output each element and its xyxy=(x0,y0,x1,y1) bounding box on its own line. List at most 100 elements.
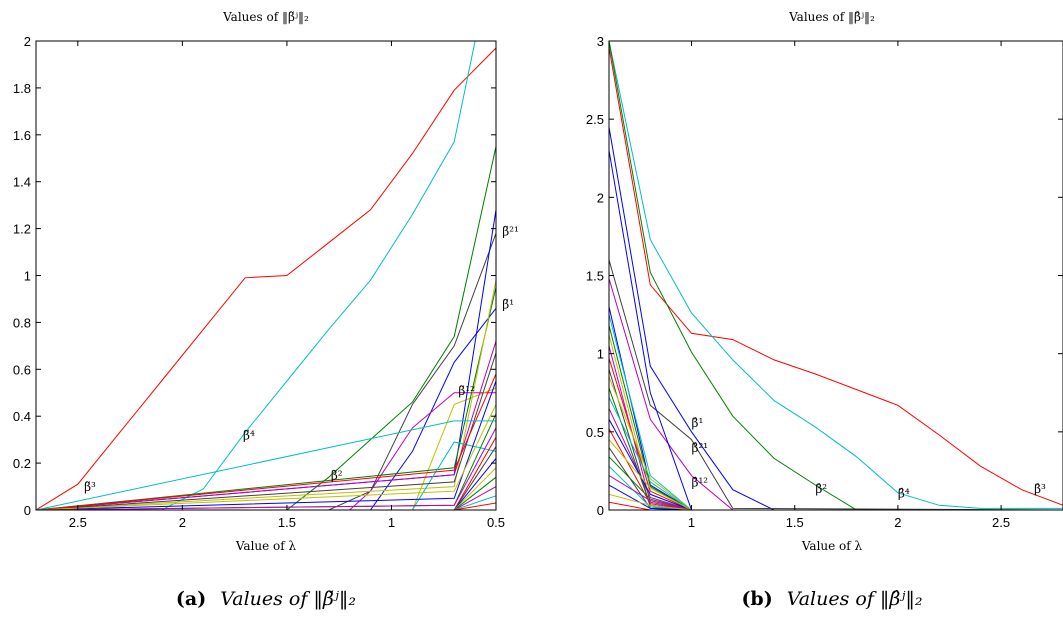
panel-a-y-tick-label: 2 xyxy=(24,34,31,49)
panel-b-series-line-13 xyxy=(609,358,1063,510)
panel-a-y-tick-label: 0.4 xyxy=(13,409,31,424)
panel-a-series-line-4 xyxy=(36,233,496,510)
panel-a-series-line-13 xyxy=(36,352,496,510)
panel-b-series-line-19 xyxy=(609,419,1063,510)
panel-b-x-ticks: 1 1.5 2 2.5 xyxy=(688,41,1010,530)
panel-a-x-tick-label: 0.5 xyxy=(487,515,505,530)
panel-a-series-line-27 xyxy=(36,502,496,510)
panel-b-series-line-14 xyxy=(609,369,1063,510)
panel-a-series-line-9 xyxy=(36,287,496,510)
panel-a-caption-text: Values of ‖β̃ʲ‖₂ xyxy=(220,588,356,610)
panel-a-annotation: β̃³ xyxy=(84,480,96,494)
panel-a-series-line-10 xyxy=(36,280,496,510)
panel-a-series-line-8 xyxy=(36,209,496,510)
panel-b-annotation: β̂² xyxy=(815,482,827,496)
panel-a-x-tick-label: 2.5 xyxy=(69,515,87,530)
panel-b-x-tick-label: 1.5 xyxy=(786,515,804,530)
panel-a-caption-letter: (a) xyxy=(176,588,206,610)
panel-a-y-tick-label: 0.8 xyxy=(13,315,31,330)
panel-b-series-line-28 xyxy=(609,501,1063,510)
panel-b-title: Values of ‖β̂ʲ‖₂ xyxy=(788,10,875,24)
panel-b-caption-letter: (b) xyxy=(741,588,772,610)
panel-b-caption: (b) Values of ‖β̂ʲ‖₂ xyxy=(741,588,922,610)
panel-a-series-line-23 xyxy=(36,467,496,510)
panel-a-series-line-18 xyxy=(36,427,496,510)
panel-a-x-axis-label: Value of λ xyxy=(235,539,297,553)
panel-a-series-line-3 xyxy=(36,146,496,510)
panel-b-series-line-3 xyxy=(609,41,1063,510)
panel-b-series-line-26 xyxy=(609,484,1063,510)
panel-a-series-line-21 xyxy=(36,446,496,510)
panel-b-caption-text: Values of ‖β̂ʲ‖₂ xyxy=(787,588,923,610)
panel-a-title: Values of ‖β̃ʲ‖₂ xyxy=(222,10,309,24)
panel-b-axes-frame xyxy=(608,40,1063,511)
panel-b-series-line-2 xyxy=(609,41,1063,509)
panel-a-series-line-2 xyxy=(36,41,476,510)
panel-b-annotation: β̂¹ xyxy=(692,416,704,430)
panel-b-y-tick-label: 2 xyxy=(597,190,604,205)
panel-a-y-tick-label: 1.8 xyxy=(13,81,31,96)
panel-b: Values of ‖β̂ʲ‖₂ 1 1.5 2 2.5 00.511.522.53 … xyxy=(586,10,1063,610)
panel-a-series-line-24 xyxy=(36,476,496,510)
panel-a-annotation: β̃¹² xyxy=(458,384,475,398)
panel-a-series xyxy=(36,41,496,510)
panel-b-series-line-17 xyxy=(609,397,1063,510)
panel-b-annotation: β̂¹² xyxy=(692,476,709,490)
panel-b-series-line-24 xyxy=(609,465,1063,510)
panel-a-y-ticks: 0 0.2 0.4 0.6 0.8 1 1.2 1.4 1.6 1.8 2 xyxy=(13,34,496,518)
panel-a-annotation: β̃¹ xyxy=(502,297,514,311)
panel-a-x-tick-label: 1.5 xyxy=(278,515,296,530)
panel-a-y-tick-label: 1 xyxy=(24,269,31,284)
panel-b-series-line-23 xyxy=(609,456,1063,510)
panel-a-annotations: β̃³ β̃⁴ β̃² β̃¹² β̃²¹ β̃¹ xyxy=(84,225,519,495)
panel-a-series-line-14 xyxy=(36,373,496,510)
panel-a-series-line-26 xyxy=(36,495,496,510)
panel-a-y-tick-label: 0 xyxy=(24,503,31,518)
panel-b-y-tick-label: 1.5 xyxy=(586,269,604,284)
panel-b-series-line-18 xyxy=(609,408,1063,510)
panel-b-x-tick-label: 2.5 xyxy=(992,515,1010,530)
panel-a-series-line-22 xyxy=(36,458,496,510)
panel-b-series-line-11 xyxy=(609,334,1063,510)
panel-b-series-line-21 xyxy=(609,439,1063,510)
panel-a-annotation: β̃⁴ xyxy=(243,429,255,443)
panel-b-annotation: β̂²¹ xyxy=(692,441,709,455)
panel-b-series-line-5 xyxy=(609,259,1063,510)
panel-a-x-tick-label: 2 xyxy=(179,515,186,530)
panel-a-series-line-16 xyxy=(36,404,496,510)
panel-b-annotation: β̂³ xyxy=(1034,482,1046,496)
panel-b-series-line-16 xyxy=(609,387,1063,510)
panel-a-x-tick-label: 1 xyxy=(388,515,395,530)
panel-a-annotation: β̃² xyxy=(331,469,343,483)
panel-a-annotation: β̃²¹ xyxy=(502,225,519,239)
panel-b-series-line-25 xyxy=(609,475,1063,510)
panel-b-x-tick-label: 2 xyxy=(894,515,901,530)
panel-b-series-line-27 xyxy=(609,493,1063,510)
panel-a-series-line-15 xyxy=(36,380,496,510)
panel-b-y-tick-label: 2.5 xyxy=(586,112,604,127)
panel-a-series-line-1 xyxy=(36,47,496,510)
panel-a-y-tick-label: 1.6 xyxy=(13,128,31,143)
panel-a-y-tick-label: 0.6 xyxy=(13,362,31,377)
panel-b-series-line-15 xyxy=(609,376,1063,510)
panel-a-y-tick-label: 1.4 xyxy=(13,175,31,190)
panel-b-y-tick-label: 1 xyxy=(597,347,604,362)
panel-b-series-line-20 xyxy=(609,428,1063,510)
panel-a-series-line-25 xyxy=(36,486,496,510)
panel-b-x-tick-label: 1 xyxy=(688,515,695,530)
panel-a-series-line-5 xyxy=(36,307,496,510)
panel-b-series-line-9 xyxy=(609,314,1063,510)
panel-b-series-line-7 xyxy=(609,150,1063,510)
panel-b-series-line-4 xyxy=(609,126,1063,510)
panel-b-y-tick-label: 3 xyxy=(597,34,604,49)
panel-b-series-line-6 xyxy=(609,278,1063,510)
panel-b-annotations: β̂¹ β̂²¹ β̂¹² β̂² β̂⁴ β̂³ xyxy=(692,416,1047,500)
panel-b-series-line-1 xyxy=(609,47,1063,506)
panel-a-caption: (a) Values of ‖β̃ʲ‖₂ xyxy=(176,588,356,610)
panel-b-y-tick-label: 0 xyxy=(597,503,604,518)
panel-a: Values of ‖β̃ʲ‖₂ 2.5 2 1.5 1 0.5 00.20.40.60… xyxy=(13,10,519,610)
panel-a-series-line-20 xyxy=(36,437,496,510)
panel-b-y-tick-label: 0.5 xyxy=(586,425,604,440)
panel-a-series-line-7 xyxy=(36,387,496,510)
